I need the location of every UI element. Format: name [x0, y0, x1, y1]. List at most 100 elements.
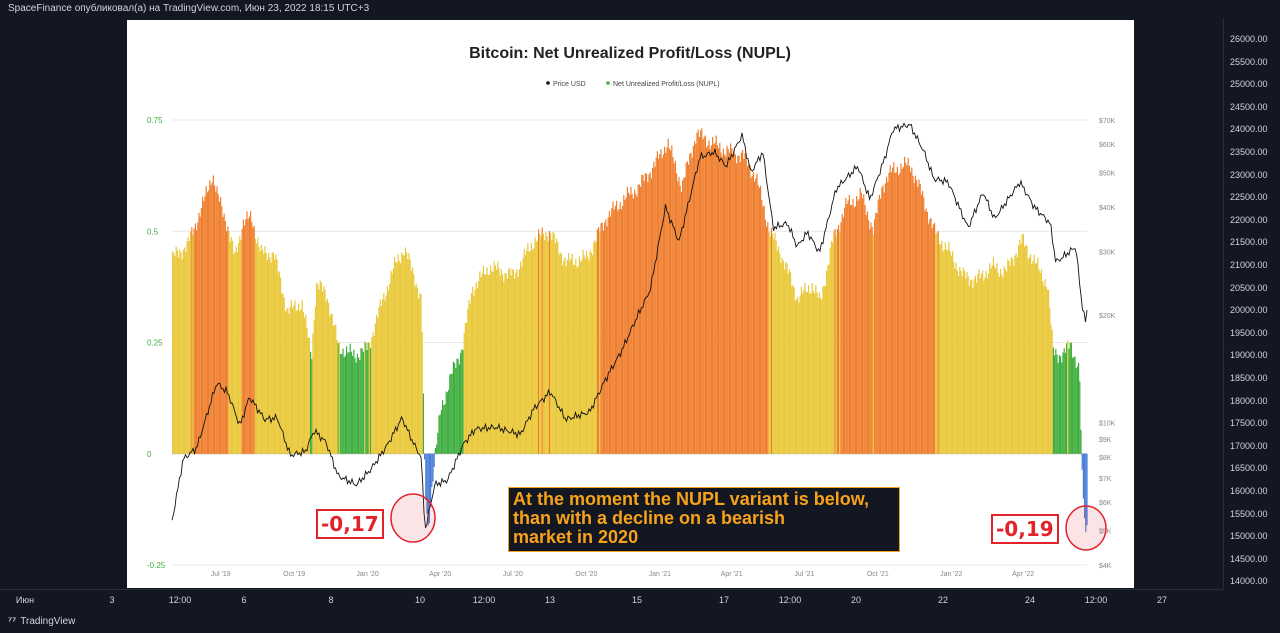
time-axis-tick: 8 — [328, 595, 334, 605]
nupl-bar — [1032, 261, 1034, 454]
nupl-bar — [977, 273, 979, 454]
nupl-bar — [518, 269, 520, 454]
nupl-bar — [860, 192, 862, 454]
nupl-bar — [618, 208, 620, 454]
nupl-bar — [221, 206, 223, 454]
nupl-bar — [293, 305, 295, 454]
nupl-bar — [1072, 357, 1074, 454]
nupl-bar — [829, 248, 831, 454]
price-scale-tick: 25500.00 — [1230, 56, 1268, 67]
price-scale[interactable]: 26000.00 25500.00 25000.00 24500.00 24000.00… — [1223, 18, 1280, 589]
nupl-bar — [914, 175, 916, 454]
nupl-chart-svg: Bitcoin: Net Unrealized Profit/Loss (NUP… — [147, 45, 1116, 578]
nupl-bar — [290, 299, 292, 454]
nupl-bar — [406, 252, 408, 454]
nupl-bar — [697, 129, 699, 454]
nupl-bar — [934, 222, 936, 454]
nupl-bar — [582, 249, 584, 454]
nupl-bar — [415, 283, 417, 454]
nupl-bar — [925, 208, 927, 454]
price-scale-tick: 18000.00 — [1230, 395, 1268, 406]
nupl-bar — [640, 186, 642, 454]
nupl-bar — [220, 196, 222, 454]
publish-header-text: SpaceFinance опубликовал(а) на TradingVi… — [8, 3, 370, 14]
nupl-bar — [730, 143, 732, 454]
nupl-bar — [985, 271, 987, 454]
nupl-bar — [347, 352, 349, 454]
nupl-bar — [538, 229, 540, 454]
nupl-bar — [725, 156, 727, 454]
nupl-bar — [955, 263, 957, 454]
left-axis-tick: 0 — [147, 450, 152, 459]
nupl-bar — [391, 273, 393, 454]
nupl-bar — [200, 208, 202, 454]
nupl-bar — [713, 144, 715, 454]
right-axis-tick: $70K — [1099, 118, 1116, 125]
nupl-bar — [192, 235, 194, 454]
nupl-bar — [238, 242, 240, 454]
nupl-bar — [216, 186, 218, 454]
nupl-bar — [907, 157, 909, 454]
nupl-bar — [1004, 269, 1006, 454]
time-axis[interactable]: Июн 3 12:00 6 8 10 12:00 13 15 17 12:00 20 22 24 12:00… — [0, 589, 1223, 611]
nupl-bar — [798, 302, 800, 454]
nupl-bar — [383, 292, 385, 454]
nupl-bar — [594, 240, 596, 454]
nupl-bar — [622, 205, 624, 454]
nupl-bar — [638, 184, 640, 454]
price-scale-tick: 20500.00 — [1230, 282, 1268, 293]
nupl-bar — [800, 286, 802, 454]
nupl-bar — [254, 238, 256, 454]
nupl-bar — [667, 138, 669, 454]
nupl-bar — [179, 249, 181, 454]
nupl-bar — [966, 272, 968, 454]
nupl-bar — [520, 261, 522, 454]
nupl-bar — [865, 215, 867, 454]
nupl-bar — [470, 292, 472, 454]
nupl-bar — [839, 231, 841, 454]
nupl-bar — [499, 275, 501, 454]
nupl-bar — [272, 252, 274, 454]
nupl-bar — [824, 286, 826, 454]
nupl-bar — [775, 240, 777, 454]
time-axis-tick: 12:00 — [778, 595, 802, 605]
x-axis-tick: Apr '22 — [1012, 571, 1034, 578]
nupl-bar — [427, 453, 429, 526]
nupl-bar — [407, 259, 409, 454]
nupl-bar — [218, 201, 220, 454]
nupl-bar — [626, 186, 628, 454]
nupl-bar — [647, 182, 649, 454]
nupl-bar — [991, 265, 993, 454]
nupl-bar — [402, 255, 404, 454]
annotation-line-3: market in 2020 — [513, 527, 639, 547]
nupl-bar — [385, 295, 387, 454]
nupl-bar — [678, 176, 680, 454]
nupl-bar — [505, 273, 507, 454]
nupl-bar — [619, 202, 621, 454]
nupl-bar — [913, 183, 915, 454]
nupl-bar — [676, 173, 678, 454]
nupl-bar — [299, 311, 301, 454]
nupl-bar — [719, 142, 721, 454]
nupl-bar — [588, 260, 590, 454]
nupl-bar — [876, 213, 878, 454]
nupl-bar — [763, 205, 765, 454]
nupl-bar — [1015, 253, 1017, 454]
nupl-bar — [804, 282, 806, 454]
price-scale-tick: 20000.00 — [1230, 305, 1268, 316]
nupl-bar — [510, 275, 512, 454]
nupl-bar — [264, 246, 266, 454]
price-scale-tick: 25000.00 — [1230, 79, 1268, 90]
nupl-bar — [514, 278, 516, 454]
nupl-bar — [1000, 268, 1002, 454]
nupl-bar — [437, 432, 439, 454]
nupl-bar — [880, 198, 882, 454]
nupl-bar — [360, 348, 362, 454]
nupl-bar — [649, 172, 651, 454]
nupl-bar — [599, 232, 601, 454]
price-scale-tick: 23000.00 — [1230, 169, 1268, 180]
nupl-bar — [276, 259, 278, 454]
nupl-bar — [805, 291, 807, 454]
nupl-bar — [524, 254, 526, 454]
nupl-bar — [772, 233, 774, 454]
